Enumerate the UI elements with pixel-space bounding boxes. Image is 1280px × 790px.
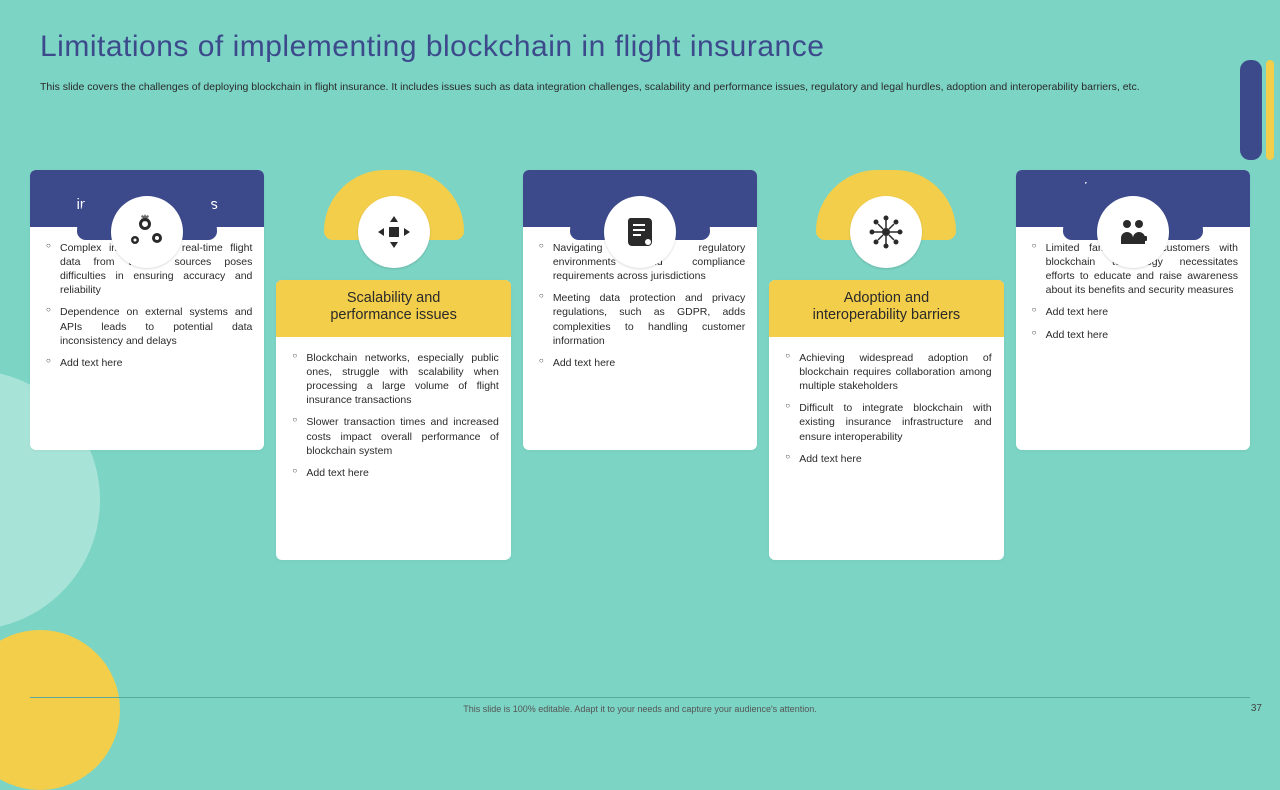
footer-divider <box>30 697 1250 698</box>
card-header: Adoption andinteroperability barriers <box>769 280 1003 337</box>
card-bullet: Slower transaction times and increased c… <box>294 415 498 458</box>
card-bullet: Add text here <box>787 452 991 466</box>
card-body: Blockchain networks, especially public o… <box>276 337 510 498</box>
gears-icon <box>111 196 183 268</box>
card-bullet: Add text here <box>294 466 498 480</box>
card-badge <box>77 170 217 260</box>
expand-icon <box>358 196 430 268</box>
card-body: Achieving widespread adoption of blockch… <box>769 337 1003 484</box>
card-column: User educationand trust buildingLimited … <box>1016 170 1250 650</box>
deco-bar-gold <box>1266 60 1274 160</box>
deco-bar-navy <box>1240 60 1262 160</box>
card-title-line1: Scalability and <box>347 290 441 306</box>
card-column: Adoption andinteroperability barriers Ach… <box>769 170 1003 650</box>
card-bullet: Achieving widespread adoption of blockch… <box>787 351 991 394</box>
card-badge <box>1063 170 1203 260</box>
people-icon <box>1097 196 1169 268</box>
card-column: Scalability andperformance issues Blockch… <box>276 170 510 650</box>
card-bullet: Blockchain networks, especially public o… <box>294 351 498 408</box>
card-bullet: Difficult to integrate blockchain with e… <box>787 401 991 444</box>
card-bullet: Add text here <box>48 356 252 370</box>
footer-note: This slide is 100% editable. Adapt it to… <box>0 704 1280 714</box>
card-header: Scalability andperformance issues <box>276 280 510 337</box>
page-number: 37 <box>1251 703 1262 714</box>
card-column: Dataintegration challengesComplex integr… <box>30 170 264 650</box>
scroll-icon <box>604 196 676 268</box>
slide-title: Limitations of implementing blockchain i… <box>40 30 824 64</box>
card-bullet: Add text here <box>1034 305 1238 319</box>
card-bullet: Add text here <box>1034 328 1238 342</box>
card-badge <box>570 170 710 260</box>
network-icon <box>850 196 922 268</box>
card-badge <box>324 170 464 260</box>
card-title-line2: performance issues <box>330 307 457 323</box>
limitation-card: Adoption andinteroperability barriers Ach… <box>769 280 1003 560</box>
slide-subtitle: This slide covers the challenges of depl… <box>40 80 1200 94</box>
limitation-card: Scalability andperformance issues Blockch… <box>276 280 510 560</box>
card-bullet: Dependence on external systems and APIs … <box>48 305 252 348</box>
card-bullet: Meeting data protection and privacy regu… <box>541 291 745 348</box>
card-title-line2: interoperability barriers <box>813 307 960 323</box>
card-title-line1: Adoption and <box>844 290 929 306</box>
card-badge <box>816 170 956 260</box>
card-column: Regulatoryand legal hurdlesNavigating co… <box>523 170 757 650</box>
card-bullet: Add text here <box>541 356 745 370</box>
cards-row: Dataintegration challengesComplex integr… <box>30 170 1250 650</box>
